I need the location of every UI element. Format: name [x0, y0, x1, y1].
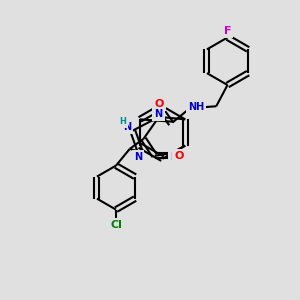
- Text: H: H: [119, 117, 126, 126]
- Text: O: O: [155, 99, 164, 109]
- Text: N: N: [123, 122, 131, 132]
- Text: N: N: [154, 109, 163, 119]
- Text: NH: NH: [188, 103, 204, 112]
- Text: N: N: [134, 152, 142, 162]
- Text: F: F: [224, 26, 231, 36]
- Text: N: N: [170, 152, 178, 162]
- Text: Cl: Cl: [110, 220, 122, 230]
- Text: O: O: [174, 151, 184, 161]
